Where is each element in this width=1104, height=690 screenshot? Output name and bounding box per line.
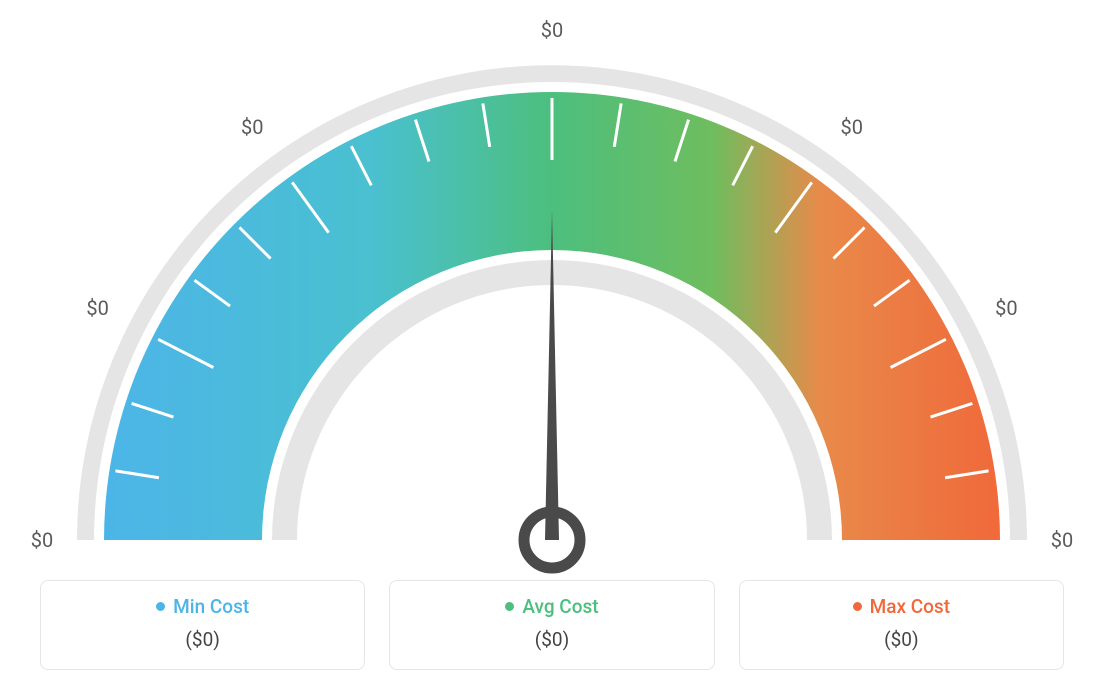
legend-label-min: Min Cost [173, 595, 249, 618]
legend-row: Min Cost ($0) Avg Cost ($0) Max Cost ($0… [0, 580, 1104, 670]
legend-label-avg: Avg Cost [522, 595, 598, 618]
scale-label: $0 [995, 296, 1017, 320]
legend-dot-avg [505, 602, 514, 611]
legend-dot-max [853, 602, 862, 611]
scale-label: $0 [841, 115, 863, 139]
legend-label-max: Max Cost [870, 595, 950, 618]
gauge-area: $0 $0 $0 $0 $0 $0 $0 [0, 0, 1104, 560]
legend-value-min: ($0) [59, 628, 346, 651]
legend-dot-min [156, 602, 165, 611]
legend-card-max: Max Cost ($0) [739, 580, 1064, 670]
scale-label: $0 [31, 528, 53, 552]
legend-card-avg: Avg Cost ($0) [389, 580, 714, 670]
scale-label: $0 [86, 296, 108, 320]
legend-value-max: ($0) [758, 628, 1045, 651]
legend-title-min: Min Cost [156, 595, 249, 618]
legend-value-avg: ($0) [408, 628, 695, 651]
legend-card-min: Min Cost ($0) [40, 580, 365, 670]
gauge-chart-container: $0 $0 $0 $0 $0 $0 $0 Min Cost ($0) Avg Cost ($… [0, 0, 1104, 690]
scale-label: $0 [241, 115, 263, 139]
gauge-svg [0, 0, 1104, 600]
legend-title-max: Max Cost [853, 595, 950, 618]
scale-label: $0 [1051, 528, 1073, 552]
legend-title-avg: Avg Cost [505, 595, 598, 618]
scale-label: $0 [541, 18, 563, 42]
